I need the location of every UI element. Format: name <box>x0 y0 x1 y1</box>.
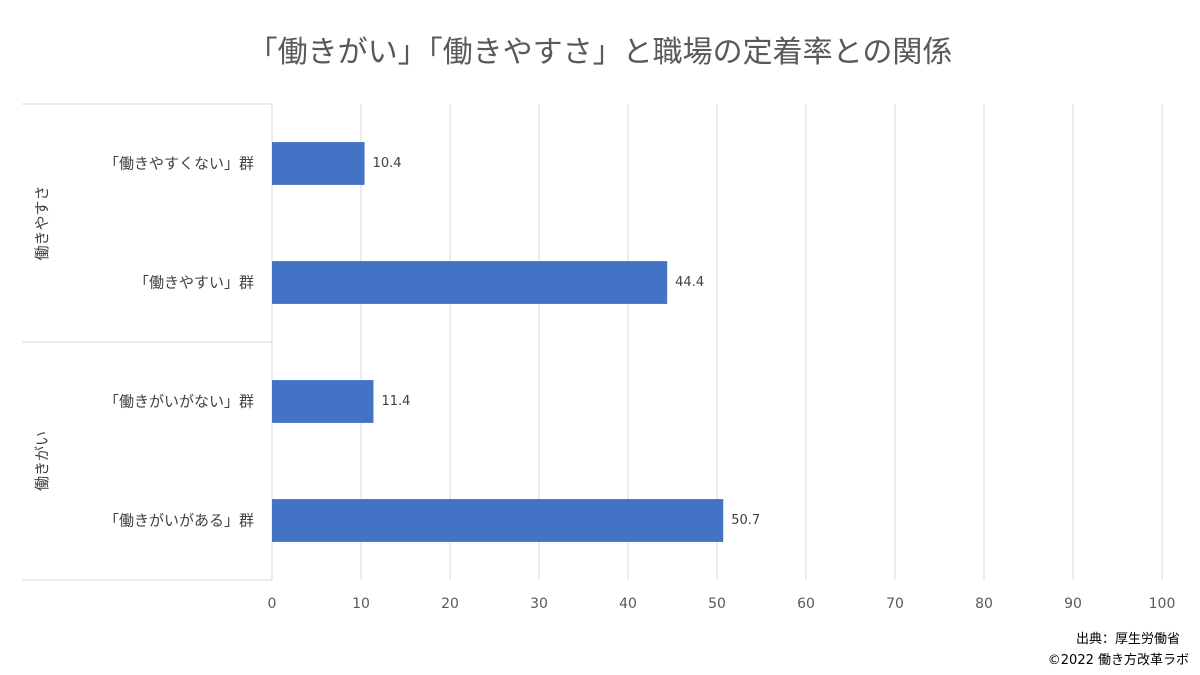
bar <box>272 499 724 542</box>
x-axis: 0 10 20 30 40 50 60 70 80 90 100 <box>268 596 1176 612</box>
x-tick-label: 10 <box>352 596 370 612</box>
bar <box>272 261 668 304</box>
bar <box>272 380 374 423</box>
x-tick-label: 90 <box>1064 596 1082 612</box>
x-tick-label: 50 <box>708 596 726 612</box>
x-tick-label: 60 <box>797 596 815 612</box>
group-label: 働きがい <box>33 431 51 491</box>
data-label: 10.4 <box>373 156 402 171</box>
data-label: 11.4 <box>381 394 410 409</box>
x-tick-label: 0 <box>268 596 277 612</box>
x-tick-label: 40 <box>619 596 637 612</box>
category-label: 「働きやすい」群 <box>134 274 254 292</box>
x-tick-label: 80 <box>975 596 993 612</box>
grid <box>360 104 1163 580</box>
bars: 10.4 44.4 11.4 50.7 <box>272 142 760 542</box>
group-label: 働きやすさ <box>33 185 51 260</box>
bar <box>272 142 365 185</box>
x-tick-label: 100 <box>1149 596 1176 612</box>
data-label: 50.7 <box>731 513 760 528</box>
source-note: 出典：厚生労働省 <box>1076 632 1180 647</box>
category-label: 「働きやすくない」群 <box>104 155 254 173</box>
x-tick-label: 30 <box>530 596 548 612</box>
x-tick-label: 70 <box>886 596 904 612</box>
category-label: 「働きがいがない」群 <box>104 393 254 411</box>
copyright-note: ©2022 働き方改革ラボ <box>1048 652 1189 668</box>
chart-title: 「働きがい」「働きやすさ」と職場の定着率との関係 <box>248 35 953 70</box>
category-label: 「働きがいがある」群 <box>104 512 254 530</box>
x-tick-label: 20 <box>441 596 459 612</box>
data-label: 44.4 <box>675 275 704 290</box>
